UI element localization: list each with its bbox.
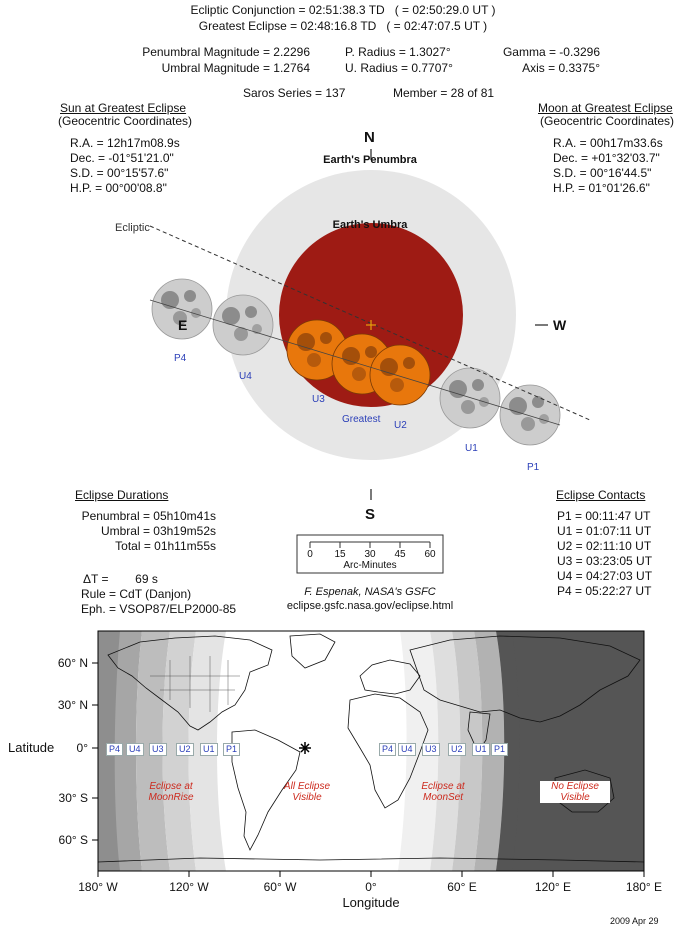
moon-u1 bbox=[439, 367, 501, 429]
gamma: Gamma = -0.3296 bbox=[502, 45, 600, 59]
contact-u2: U2 = 02:11:10 UT bbox=[557, 539, 652, 553]
contact-label-u4: U4 bbox=[239, 371, 252, 382]
scale-tick-15: 15 bbox=[334, 549, 346, 560]
contact-u3: U3 = 03:23:05 UT bbox=[557, 554, 653, 568]
umbral-magnitude: Umbral Magnitude = 1.2764 bbox=[161, 61, 310, 75]
contact-label-p1: P1 bbox=[527, 462, 540, 473]
xtick-180e: 180° E bbox=[625, 880, 663, 894]
moon-p1 bbox=[499, 384, 561, 446]
contact-u1: U1 = 01:07:11 UT bbox=[557, 524, 652, 538]
south-label: S bbox=[365, 506, 376, 523]
xtick-180w: 180° W bbox=[78, 880, 118, 894]
map-right-u4: U4 bbox=[398, 743, 416, 756]
sun-dec: Dec. = -01°51'21.0" bbox=[70, 151, 174, 165]
ytick-30s: 30° S bbox=[58, 791, 88, 805]
moon-title: Moon at Greatest Eclipse bbox=[538, 101, 673, 115]
region-no-eclipse: No Eclipse Visible bbox=[540, 781, 610, 803]
region-all-visible: All Eclipse Visible bbox=[283, 781, 331, 803]
ytick-0: 0° bbox=[76, 741, 88, 755]
contact-label-u1: U1 bbox=[465, 443, 478, 454]
xtick-120e: 120° E bbox=[534, 880, 572, 894]
xtick-60w: 60° W bbox=[263, 880, 297, 894]
xtick-120w: 120° W bbox=[169, 880, 209, 894]
durations-title: Eclipse Durations bbox=[75, 488, 169, 502]
ecliptic-conjunction: Ecliptic Conjunction = 02:51:38.3 TD ( =… bbox=[190, 3, 496, 17]
eclipse-diagram bbox=[149, 149, 591, 500]
region-moonrise: Eclipse at MoonRise bbox=[148, 781, 194, 803]
sun-hp: H.P. = 00°00'08.8" bbox=[70, 181, 167, 195]
saros-member: Member = 28 of 81 bbox=[393, 86, 495, 100]
ephemeris: Eph. = VSOP87/ELP2000-85 bbox=[81, 602, 237, 616]
u-radius: U. Radius = 0.7707° bbox=[345, 61, 453, 75]
sun-ra: R.A. = 12h17m08.9s bbox=[70, 136, 180, 150]
moon-ra: R.A. = 00h17m33.6s bbox=[553, 136, 663, 150]
scale-tick-30: 30 bbox=[364, 549, 376, 560]
p-radius: P. Radius = 1.3027° bbox=[345, 45, 451, 59]
contact-label-p4: P4 bbox=[174, 353, 187, 364]
duration-umbral: Umbral = 03h19m52s bbox=[100, 524, 216, 538]
penumbral-magnitude: Penumbral Magnitude = 2.2296 bbox=[142, 45, 310, 59]
region-moonset: Eclipse at MoonSet bbox=[421, 781, 465, 803]
contact-label-u2: U2 bbox=[394, 420, 407, 431]
longitude-label: Longitude bbox=[342, 895, 400, 910]
scale-label: Arc-Minutes bbox=[343, 560, 397, 571]
penumbra-label: Earth's Penumbra bbox=[323, 154, 417, 166]
scale-tick-45: 45 bbox=[394, 549, 406, 560]
ecliptic-label: Ecliptic bbox=[115, 222, 150, 234]
map-left-u1: U1 bbox=[200, 743, 218, 756]
duration-total: Total = 01h11m55s bbox=[115, 539, 216, 553]
ecliptic-line bbox=[149, 225, 591, 421]
map-left-u3: U3 bbox=[149, 743, 167, 756]
credit-url: eclipse.gsfc.nasa.gov/eclipse.html bbox=[286, 600, 454, 612]
scale-tick-0: 0 bbox=[307, 549, 313, 560]
sun-sd: S.D. = 00°15'57.6" bbox=[70, 166, 169, 180]
scale-tick-60: 60 bbox=[424, 549, 436, 560]
duration-penumbral: Penumbral = 05h10m41s bbox=[81, 509, 216, 523]
sun-subtitle: (Geocentric Coordinates) bbox=[58, 114, 193, 128]
xtick-0: 0° bbox=[365, 880, 377, 894]
xtick-60e: 60° E bbox=[447, 880, 477, 894]
contact-u4: U4 = 04:27:03 UT bbox=[557, 569, 653, 583]
map-left-p4: P4 bbox=[106, 743, 124, 756]
sub-lunar-point-icon bbox=[299, 742, 311, 754]
west-label: W bbox=[553, 317, 567, 333]
ytick-30n: 30° N bbox=[57, 698, 88, 712]
sun-title: Sun at Greatest Eclipse bbox=[60, 101, 187, 115]
map-left-u4: U4 bbox=[126, 743, 144, 756]
saros-series: Saros Series = 137 bbox=[243, 86, 346, 100]
contact-label-u3: U3 bbox=[312, 394, 325, 405]
moon-hp: H.P. = 01°01'26.6" bbox=[553, 181, 650, 195]
moon-subtitle: (Geocentric Coordinates) bbox=[540, 114, 675, 128]
moon-sd: S.D. = 00°16'44.5" bbox=[553, 166, 652, 180]
axis: Axis = 0.3375° bbox=[522, 61, 600, 75]
greatest-eclipse: Greatest Eclipse = 02:48:16.8 TD ( = 02:… bbox=[198, 19, 488, 33]
umbra-label: Earth's Umbra bbox=[332, 219, 408, 231]
delta-t: ΔT = 69 s bbox=[83, 572, 158, 586]
contact-p1: P1 = 00:11:47 UT bbox=[557, 509, 651, 523]
map-right-u1: U1 bbox=[472, 743, 490, 756]
map-right-p1: P1 bbox=[491, 743, 509, 756]
moon-u2 bbox=[369, 344, 431, 406]
map-left-u2: U2 bbox=[176, 743, 194, 756]
latitude-label: Latitude bbox=[8, 740, 55, 755]
credit-author: F. Espenak, NASA's GSFC bbox=[304, 586, 436, 598]
moon-u4 bbox=[212, 294, 274, 356]
contact-p4: P4 = 05:22:27 UT bbox=[557, 584, 652, 598]
rule: Rule = CdT (Danjon) bbox=[81, 587, 192, 601]
map-right-u3: U3 bbox=[422, 743, 440, 756]
date-stamp: 2009 Apr 29 bbox=[610, 916, 659, 926]
map-right-u2: U2 bbox=[448, 743, 466, 756]
moon-dec: Dec. = +01°32'03.7" bbox=[553, 151, 660, 165]
contact-label-greatest: Greatest bbox=[342, 414, 381, 425]
map-left-p1: P1 bbox=[223, 743, 241, 756]
east-label: E bbox=[178, 317, 188, 333]
contacts-title: Eclipse Contacts bbox=[556, 488, 646, 502]
ytick-60n: 60° N bbox=[57, 656, 88, 670]
map-right-p4: P4 bbox=[379, 743, 397, 756]
north-label: N bbox=[364, 129, 375, 146]
moon-path bbox=[149, 299, 561, 426]
ytick-60s: 60° S bbox=[58, 833, 88, 847]
